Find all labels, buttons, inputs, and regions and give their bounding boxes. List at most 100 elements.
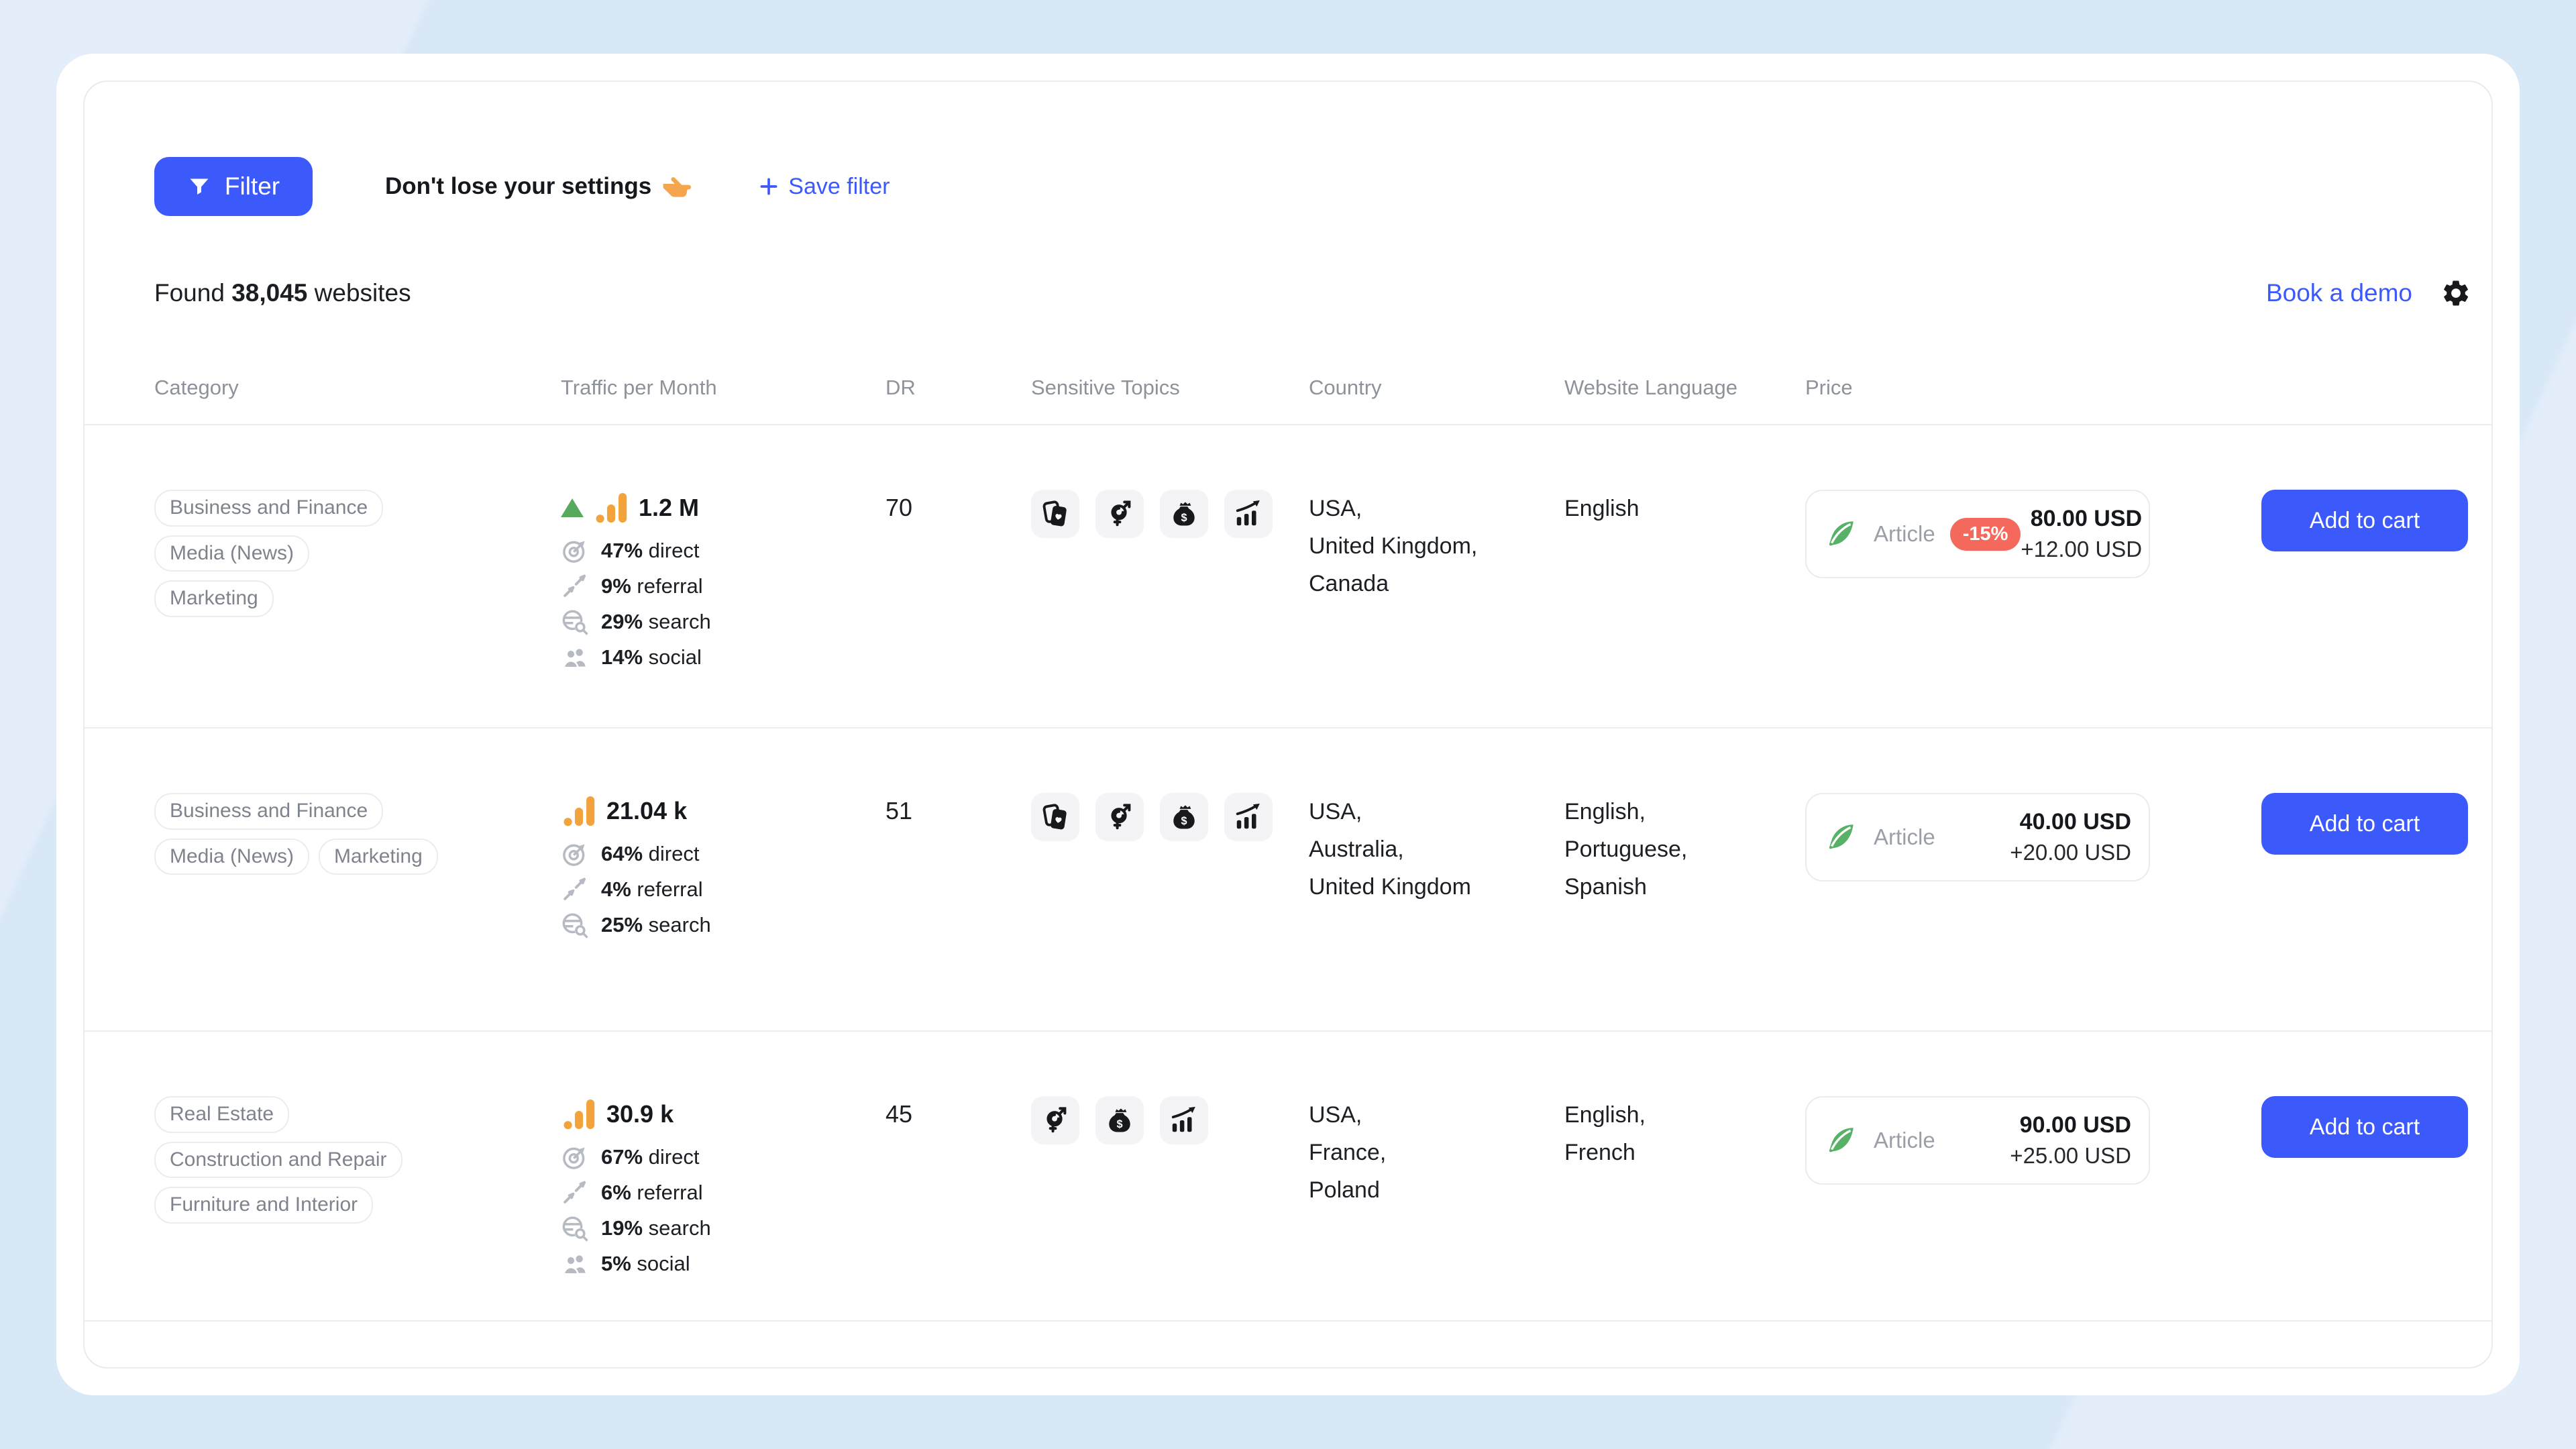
category-line: Media (News) Marketing xyxy=(154,838,561,875)
column-header-price: Price xyxy=(1805,376,1853,399)
price-card[interactable]: Article 90.00 USD +25.00 USD xyxy=(1805,1096,2150,1185)
price-extra: +25.00 USD xyxy=(2010,1143,2131,1168)
results-count-value: 38,045 xyxy=(231,279,308,307)
traffic-stat-text: 14% social xyxy=(601,645,702,669)
price-extra: +12.00 USD xyxy=(2021,537,2143,561)
category-line: Media (News) xyxy=(154,535,561,572)
category-tag: Furniture and Interior xyxy=(154,1187,374,1224)
filter-button-label: Filter xyxy=(224,172,280,200)
referral-arrows-icon xyxy=(561,875,589,904)
country-line: France, xyxy=(1309,1140,1387,1165)
target-icon xyxy=(561,537,589,565)
language-line: English, xyxy=(1564,799,1646,824)
column-header-actions xyxy=(2256,376,2468,400)
category-tag: Marketing xyxy=(154,580,274,617)
pointing-hand-icon xyxy=(661,170,693,203)
traffic-stat-text: 47% direct xyxy=(601,539,700,562)
column-header-language: Website Language xyxy=(1564,376,1737,399)
category-tag: Media (News) xyxy=(154,838,310,875)
gender-icon xyxy=(1095,793,1144,841)
traffic-bars-icon xyxy=(561,793,597,829)
gender-icon xyxy=(1095,490,1144,538)
cta-cell: Add to cart xyxy=(2256,1096,2468,1158)
trend-up-icon xyxy=(561,498,584,517)
traffic-stat-text: 19% search xyxy=(601,1216,711,1240)
traffic-stat-text: 64% direct xyxy=(601,842,700,865)
cta-cell: Add to cart xyxy=(2256,793,2468,855)
price-extra: +20.00 USD xyxy=(2010,840,2131,865)
svg-text:$: $ xyxy=(1116,1118,1122,1130)
svg-text:$: $ xyxy=(1181,815,1187,827)
country-line: United Kingdom, xyxy=(1309,533,1478,559)
traffic-bars-icon xyxy=(561,1096,597,1132)
traffic-stat-text: 29% search xyxy=(601,610,711,633)
globe-search-icon xyxy=(561,1214,589,1242)
filter-button[interactable]: Filter xyxy=(154,157,313,216)
country-line: USA, xyxy=(1309,1102,1362,1128)
dr-value: 45 xyxy=(885,1100,913,1128)
country-line: United Kingdom xyxy=(1309,874,1471,900)
sensitive-topics-cell: $ xyxy=(1031,793,1309,841)
main-card: Filter Don't lose your settings Save fil… xyxy=(56,54,2520,1395)
traffic-stat: 4% referral xyxy=(561,875,885,904)
country-line: USA, xyxy=(1309,496,1362,521)
column-header-country: Country xyxy=(1309,376,1382,399)
traffic-stat: 29% search xyxy=(561,608,885,636)
category-line: Marketing xyxy=(154,580,561,617)
target-icon xyxy=(561,840,589,868)
table-row: Business and Finance Media (News) Marketin… xyxy=(85,729,2491,1032)
category-tag: Business and Finance xyxy=(154,490,384,527)
traffic-stat: 14% social xyxy=(561,643,885,672)
country-line: USA, xyxy=(1309,799,1362,824)
language-cell: English, Portuguese, Spanish xyxy=(1564,793,1805,906)
category-line: Furniture and Interior xyxy=(154,1187,561,1224)
add-to-cart-button[interactable]: Add to cart xyxy=(2261,793,2468,855)
price-type-label: Article xyxy=(1874,521,1935,546)
traffic-stats: 64% direct 4% referral 25% search xyxy=(561,840,885,939)
traffic-stat-text: 6% referral xyxy=(601,1181,703,1204)
category-line: Business and Finance xyxy=(154,793,561,830)
dr-value: 70 xyxy=(885,494,913,521)
money-bag-icon: $ xyxy=(1160,490,1208,538)
category-line: Real Estate xyxy=(154,1096,561,1133)
price-cell: Article 90.00 USD +25.00 USD xyxy=(1805,1096,2256,1185)
category-line: Business and Finance xyxy=(154,490,561,527)
price-type-label: Article xyxy=(1874,824,1935,849)
add-to-cart-button[interactable]: Add to cart xyxy=(2261,490,2468,551)
sensitive-topics-cell: $ xyxy=(1031,1096,1309,1144)
language-line: Spanish xyxy=(1564,874,1647,900)
book-demo-link[interactable]: Book a demo xyxy=(2265,279,2412,307)
results-table: Category Traffic per Month DR Sensitive … xyxy=(85,376,2491,1322)
traffic-stat-text: 25% search xyxy=(601,913,711,936)
add-to-cart-button[interactable]: Add to cart xyxy=(2261,1096,2468,1158)
traffic-value: 1.2 M xyxy=(639,494,700,521)
gear-icon[interactable] xyxy=(2440,278,2471,309)
price-amount: 90.00 USD xyxy=(2019,1112,2131,1138)
sensitive-topics-cell: $ xyxy=(1031,490,1309,538)
traffic-stat-text: 4% referral xyxy=(601,877,703,901)
traffic-main: 21.04 k xyxy=(561,793,885,829)
chart-growth-icon xyxy=(1224,490,1273,538)
dr-value: 51 xyxy=(885,797,913,824)
price-card[interactable]: Article 40.00 USD +20.00 USD xyxy=(1805,793,2150,881)
save-filter-label: Save filter xyxy=(788,173,890,199)
traffic-value: 30.9 k xyxy=(606,1100,674,1128)
feather-icon xyxy=(1824,820,1858,854)
discount-badge: -15% xyxy=(1949,517,2021,551)
price-cell: Article -15% 80.00 USD +12.00 USD xyxy=(1805,490,2256,578)
traffic-stat: 19% search xyxy=(561,1214,885,1242)
save-filter-button[interactable]: Save filter xyxy=(757,174,890,200)
price-card[interactable]: Article -15% 80.00 USD +12.00 USD xyxy=(1805,490,2150,578)
category-tag: Real Estate xyxy=(154,1096,290,1133)
traffic-stat: 67% direct xyxy=(561,1143,885,1171)
traffic-main: 1.2 M xyxy=(561,490,885,526)
cards-icon xyxy=(1031,490,1079,538)
price-column: 90.00 USD +25.00 USD xyxy=(2010,1112,2131,1169)
people-icon xyxy=(561,643,589,672)
toolbar: Filter Don't lose your settings Save fil… xyxy=(154,157,890,216)
chart-growth-icon xyxy=(1224,793,1273,841)
demo-area: Book a demo xyxy=(2266,278,2471,309)
money-bag-icon: $ xyxy=(1160,793,1208,841)
traffic-stat: 5% social xyxy=(561,1250,885,1278)
